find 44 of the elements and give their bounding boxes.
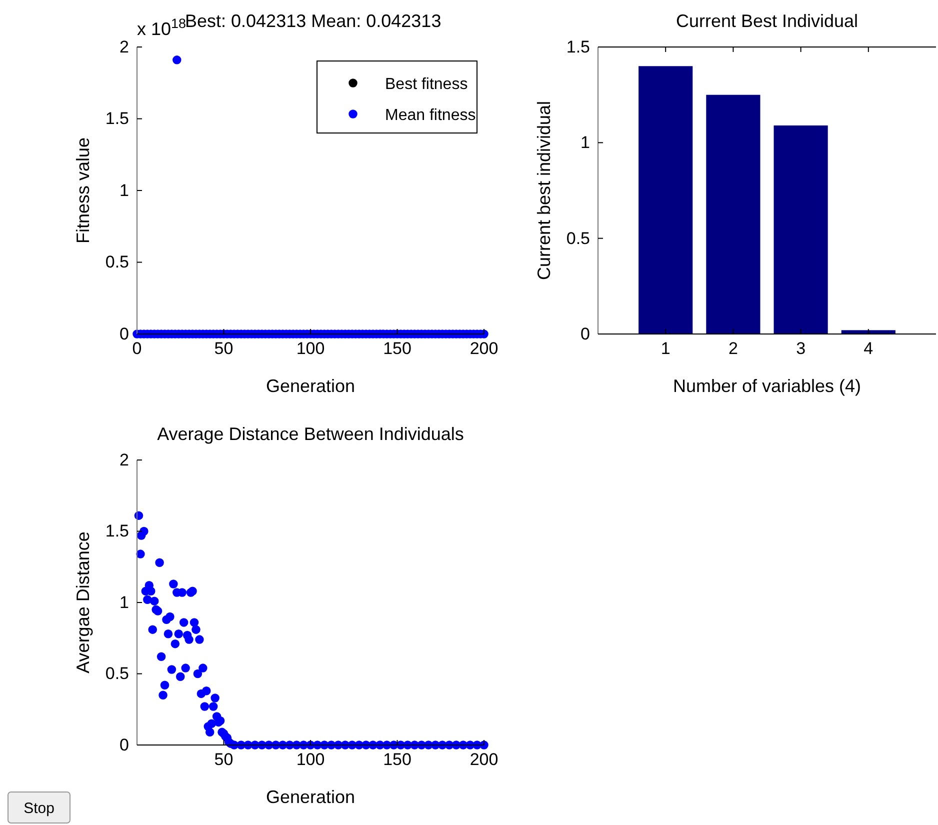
- y-tick-label: 1.5: [105, 109, 129, 128]
- legend-label: Mean fitness: [385, 107, 476, 124]
- x-tick-label: 3: [796, 339, 806, 358]
- y-tick-label: 1: [120, 592, 129, 612]
- chart-title: Best: 0.042313 Mean: 0.042313: [185, 11, 442, 31]
- x-tick-label: 50: [214, 750, 234, 770]
- y-tick-label: 0: [120, 324, 129, 344]
- chart-title: Average Distance Between Individuals: [157, 424, 464, 444]
- button: Stop: [8, 792, 70, 824]
- x-tick-label: 4: [864, 339, 874, 358]
- bar: [706, 94, 760, 334]
- x-tick-label: 100: [296, 339, 325, 358]
- y-tick-label: 0.5: [105, 664, 129, 684]
- y-axis-title: Fitness value: [73, 137, 93, 244]
- y-tick-label: 1: [120, 180, 129, 200]
- y-tick-label: 2: [120, 450, 129, 470]
- y-tick-label: 0: [120, 735, 129, 754]
- y-tick-label: 0.5: [566, 228, 590, 248]
- x-tick-label: 0: [132, 339, 142, 358]
- x-axis-title: Number of variables (4): [672, 376, 862, 396]
- bar: [841, 330, 896, 334]
- x-tick-label: 100: [296, 750, 325, 770]
- y-tick-label: 0.5: [105, 252, 129, 272]
- x-axis-title: Generation: [266, 787, 356, 807]
- x-tick-label: 2: [728, 339, 738, 358]
- x-axis-title: Generation: [266, 376, 356, 396]
- x-tick-label: 200: [470, 339, 498, 358]
- y-tick-label: 1.5: [566, 37, 590, 56]
- x-tick-label: 200: [470, 750, 498, 770]
- bar: [774, 125, 828, 334]
- y-axis-title: Avergae Distance: [73, 532, 93, 674]
- x-tick-label: 150: [383, 339, 412, 358]
- text: x 10$^{18}$: [137, 16, 186, 39]
- y-tick-label: 0: [580, 324, 590, 344]
- x-tick-label: 150: [383, 750, 412, 770]
- legend-label: Best fitness: [385, 76, 468, 93]
- y-tick-label: 1: [580, 133, 590, 152]
- x-tick-label: 1: [660, 339, 670, 358]
- y-axis-title: Current best individual: [534, 100, 554, 280]
- bar: [638, 66, 693, 334]
- x-tick-label: 50: [214, 339, 234, 358]
- y-tick-label: 2: [120, 37, 129, 56]
- y-tick-label: 1.5: [105, 522, 129, 541]
- chart-title: Current Best Individual: [676, 11, 858, 31]
